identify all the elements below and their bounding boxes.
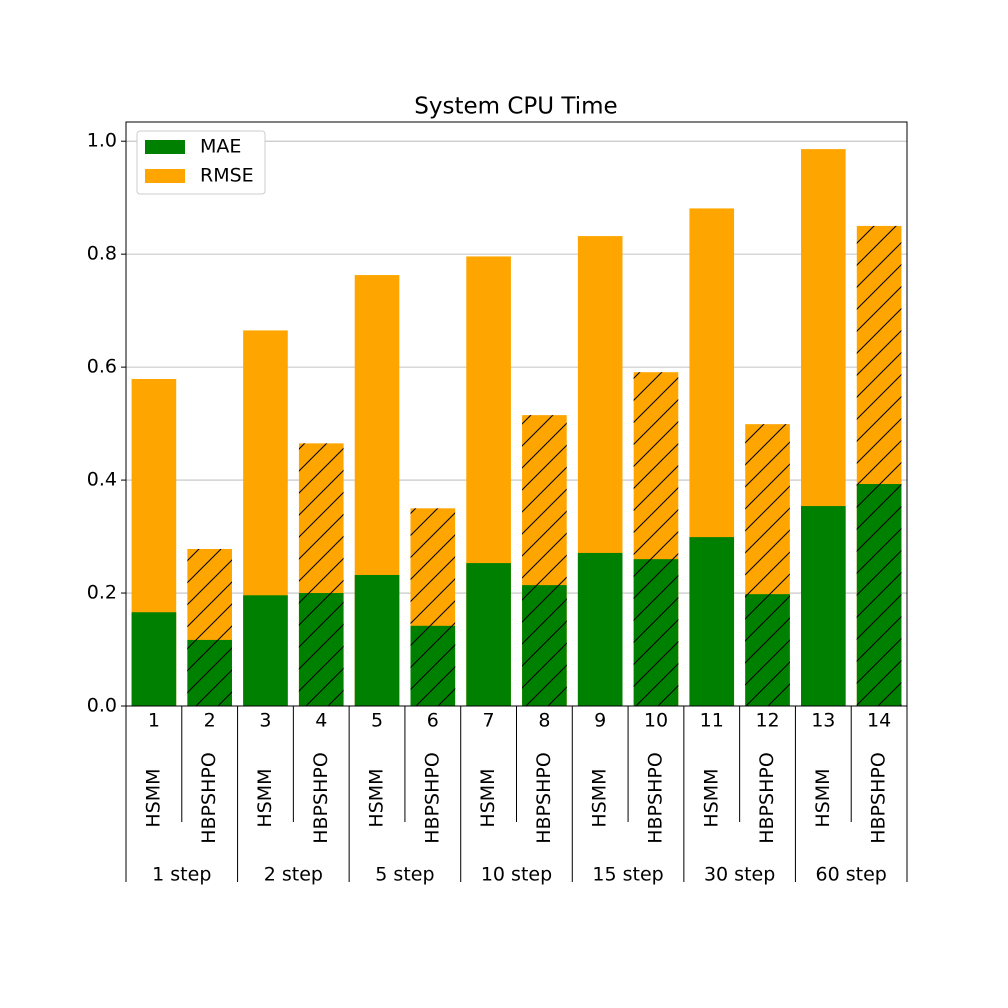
group-label: 30 step <box>704 864 775 886</box>
x-tick-label: 7 <box>483 710 495 732</box>
model-label: HBPSHPO <box>644 752 666 844</box>
model-label: HBPSHPO <box>533 752 555 844</box>
model-label: HBPSHPO <box>421 752 443 844</box>
model-label: HBPSHPO <box>756 752 778 844</box>
x-tick-label: 5 <box>371 710 383 732</box>
x-tick-label: 14 <box>867 710 891 732</box>
chart-title: System CPU Time <box>414 94 617 120</box>
bar <box>131 612 177 706</box>
x-tick-label: 6 <box>427 710 439 732</box>
model-label: HSMM <box>254 768 276 827</box>
x-tick-label: 10 <box>644 710 668 732</box>
x-tick-label: 2 <box>204 710 216 732</box>
legend-label: RMSE <box>200 165 254 187</box>
bar <box>577 552 623 706</box>
legend-label: MAE <box>200 136 241 158</box>
x-tick-label: 13 <box>811 710 835 732</box>
bar-hatch <box>745 594 790 706</box>
model-label: HBPSHPO <box>310 752 332 844</box>
x-tick-label: 3 <box>259 710 271 732</box>
bar <box>354 574 400 706</box>
x-tick-label: 1 <box>148 710 160 732</box>
group-label: 60 step <box>816 864 887 886</box>
bar <box>801 506 846 706</box>
model-label: HBPSHPO <box>868 752 890 844</box>
model-label: HSMM <box>812 768 834 827</box>
bar-hatch <box>187 639 232 706</box>
model-label: HSMM <box>477 768 499 827</box>
bar <box>466 563 511 706</box>
bar <box>689 537 735 706</box>
bar-hatch <box>298 593 344 706</box>
bar-hatch <box>856 484 902 706</box>
group-label: 1 step <box>152 864 211 886</box>
legend-swatch <box>145 169 185 183</box>
model-label: HSMM <box>366 768 388 827</box>
y-tick-label: 0.2 <box>87 582 117 604</box>
bar-hatch <box>410 625 456 706</box>
y-tick-label: 0.6 <box>87 356 117 378</box>
group-label: 15 step <box>592 864 663 886</box>
bar-hatch <box>522 585 567 706</box>
x-tick-label: 9 <box>594 710 606 732</box>
y-tick-label: 1.0 <box>87 130 117 152</box>
model-label: HSMM <box>700 768 722 827</box>
x-tick-label: 11 <box>700 710 724 732</box>
group-label: 5 step <box>375 864 434 886</box>
model-label: HSMM <box>589 768 611 827</box>
y-tick-label: 0.8 <box>87 243 117 265</box>
group-label: 10 step <box>481 864 552 886</box>
bar <box>243 595 288 706</box>
y-tick-label: 0.4 <box>87 469 117 491</box>
legend-swatch <box>145 140 185 154</box>
group-label: 2 step <box>264 864 323 886</box>
model-label: HBPSHPO <box>198 752 220 844</box>
model-label: HSMM <box>142 768 164 827</box>
y-tick-label: 0.0 <box>87 695 117 717</box>
x-tick-label: 12 <box>755 710 779 732</box>
bar-hatch <box>633 559 679 706</box>
x-tick-label: 4 <box>315 710 327 732</box>
x-tick-label: 8 <box>538 710 550 732</box>
